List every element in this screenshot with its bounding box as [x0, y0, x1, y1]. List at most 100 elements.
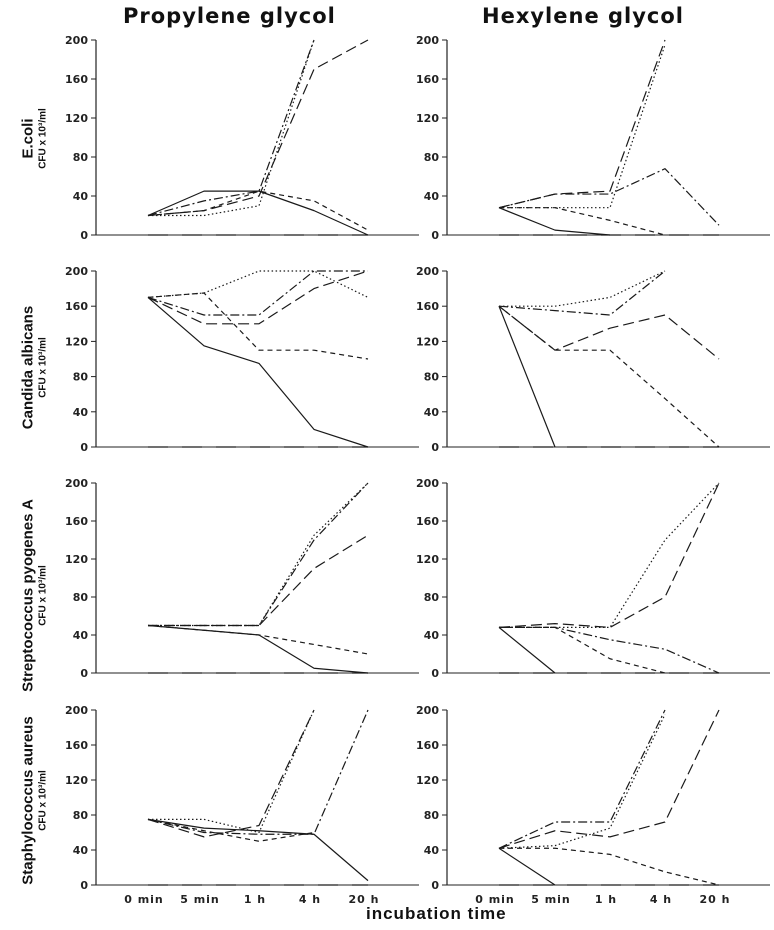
series-line-dot — [148, 709, 315, 834]
y-tick-label: 160 — [65, 73, 88, 86]
y-tick-label: 160 — [416, 73, 439, 86]
y-tick-label: 120 — [416, 553, 439, 566]
y-tick-label: 120 — [416, 112, 439, 125]
y-tick-label: 0 — [80, 441, 88, 454]
y-tick-label: 200 — [65, 265, 88, 278]
y-tick-label: 200 — [416, 477, 439, 490]
series-line-shortdash — [147, 624, 369, 655]
series-line-dashdot — [499, 626, 720, 674]
series-line-dot — [499, 482, 720, 629]
x-tick-label: 1 h — [595, 893, 617, 906]
y-tick-label: 160 — [65, 739, 88, 752]
series-line-dot — [499, 270, 666, 307]
x-tick-label: 0 min — [475, 893, 515, 906]
y-tick-label: 120 — [65, 553, 88, 566]
x-tick-label: 0 min — [124, 893, 164, 906]
y-tick-label: 120 — [65, 112, 88, 125]
series-line-shortdash — [499, 847, 720, 886]
y-tick-label: 0 — [80, 879, 88, 892]
y-tick-label: 160 — [416, 739, 439, 752]
y-tick-label: 200 — [65, 477, 88, 490]
y-tick-label: 0 — [431, 441, 439, 454]
y-tick-label: 0 — [431, 667, 439, 680]
x-tick-label: 5 min — [531, 893, 571, 906]
y-tick-label: 120 — [65, 774, 88, 787]
series-line-shortdash — [147, 190, 369, 231]
series-line-dash — [147, 270, 369, 325]
series-line-dash — [498, 305, 720, 360]
series-line-solid — [147, 818, 369, 882]
y-tick-label: 80 — [424, 591, 440, 604]
y-tick-label: 40 — [73, 629, 89, 642]
y-tick-label: 40 — [424, 844, 440, 857]
y-tick-label: 160 — [65, 300, 88, 313]
y-tick-label: 120 — [416, 774, 439, 787]
y-tick-label: 120 — [65, 335, 88, 348]
series-line-dashdot — [498, 709, 666, 849]
series-line-dash — [498, 709, 720, 849]
y-tick-label: 200 — [65, 704, 88, 717]
series-line-solid — [498, 207, 611, 236]
y-tick-label: 80 — [424, 371, 440, 384]
y-tick-label: 200 — [416, 704, 439, 717]
y-tick-label: 40 — [424, 629, 440, 642]
x-tick-label: 20 h — [349, 893, 380, 906]
x-tick-label: 1 h — [244, 893, 266, 906]
y-tick-label: 160 — [416, 515, 439, 528]
y-tick-label: 80 — [73, 809, 89, 822]
series-line-dashdot — [147, 39, 315, 217]
series-line-shortdash — [147, 292, 369, 360]
x-tick-label: 4 h — [650, 893, 672, 906]
y-tick-label: 0 — [431, 229, 439, 242]
series-line-solid — [498, 847, 556, 886]
y-tick-label: 40 — [424, 190, 440, 203]
y-tick-label: 40 — [73, 844, 89, 857]
series-line-dash — [148, 534, 369, 627]
series-line-shortdash — [498, 305, 720, 448]
series-line-dot — [147, 270, 369, 298]
y-tick-label: 40 — [424, 406, 440, 419]
y-tick-label: 120 — [416, 335, 439, 348]
series-line-dashdot — [147, 270, 368, 316]
y-tick-label: 200 — [416, 265, 439, 278]
y-tick-label: 80 — [73, 371, 89, 384]
series-line-dash — [498, 482, 720, 629]
series-line-dashdot — [148, 482, 369, 627]
y-tick-label: 160 — [65, 515, 88, 528]
y-tick-label: 80 — [73, 591, 89, 604]
y-tick-label: 80 — [73, 151, 89, 164]
y-tick-label: 40 — [73, 406, 89, 419]
series-line-dot — [148, 39, 315, 217]
series-line-dot — [499, 44, 666, 209]
column-title-propylene: Propylene glycol — [123, 4, 336, 28]
y-tick-label: 200 — [65, 34, 88, 47]
series-line-dashdot — [498, 168, 720, 226]
series-line-dash — [147, 39, 369, 217]
x-axis-label: incubation time — [366, 904, 507, 923]
series-line-shortdash — [499, 626, 666, 674]
y-tick-label: 0 — [431, 879, 439, 892]
y-tick-label: 40 — [73, 190, 89, 203]
x-tick-label: 5 min — [180, 893, 220, 906]
y-tick-label: 80 — [424, 809, 440, 822]
series-line-dashdot — [147, 709, 369, 835]
series-line-dash — [147, 709, 315, 838]
y-tick-label: 160 — [416, 300, 439, 313]
x-tick-label: 20 h — [700, 893, 731, 906]
series-line-solid — [498, 626, 556, 674]
series-line-dot — [498, 714, 666, 849]
series-line-solid — [147, 296, 369, 448]
series-line-solid — [498, 305, 556, 448]
y-tick-label: 80 — [424, 151, 440, 164]
series-line-solid — [147, 190, 369, 236]
series-line-dash — [498, 39, 666, 209]
column-title-hexylene: Hexylene glycol — [482, 4, 684, 28]
x-tick-label: 4 h — [299, 893, 321, 906]
y-tick-label: 0 — [80, 229, 88, 242]
y-tick-label: 0 — [80, 667, 88, 680]
series-line-shortdash — [147, 818, 315, 842]
series-line-shortdash — [499, 207, 666, 236]
y-tick-label: 200 — [416, 34, 439, 47]
